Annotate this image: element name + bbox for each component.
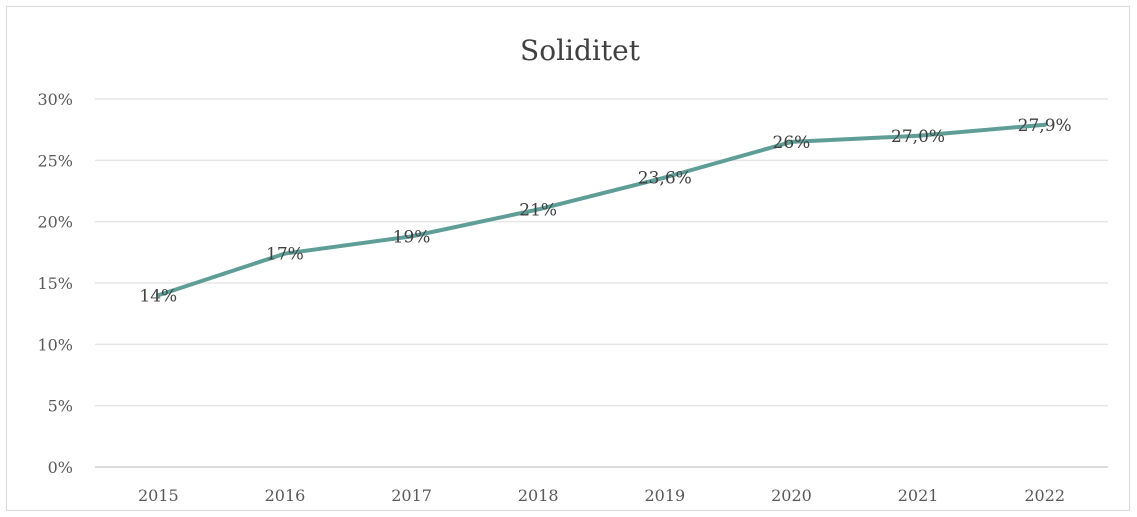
x-axis-ticks: 2015 2016 2017 2018 2019 2020 2021 2022 — [138, 486, 1065, 505]
x-tick-label: 2017 — [391, 486, 432, 505]
x-tick-label: 2020 — [771, 486, 812, 505]
y-tick-label: 20% — [37, 213, 73, 232]
chart-frame — [6, 6, 1130, 511]
data-labels: 14% 17% 19% 21% 23,6% 26% 27,0% 27,9% — [139, 116, 1071, 307]
data-point — [282, 251, 287, 256]
series-line — [156, 122, 1047, 298]
data-label: 17% — [266, 245, 304, 265]
x-tick-label: 2016 — [265, 486, 306, 505]
y-axis-ticks: 0% 5% 10% 15% 20% 25% 30% — [37, 90, 73, 477]
y-tick-label: 15% — [37, 274, 73, 293]
y-tick-label: 5% — [48, 397, 73, 416]
data-label: 23,6% — [638, 169, 692, 189]
y-tick-label: 30% — [37, 90, 73, 109]
x-tick-label: 2021 — [898, 486, 939, 505]
data-label: 21% — [519, 200, 557, 220]
data-point — [536, 207, 541, 212]
data-label: 27,0% — [891, 127, 945, 147]
x-tick-label: 2019 — [644, 486, 685, 505]
y-tick-label: 0% — [48, 458, 73, 477]
x-tick-label: 2015 — [138, 486, 179, 505]
data-point — [916, 133, 921, 138]
y-tick-label: 25% — [37, 151, 73, 170]
x-tick-label: 2022 — [1024, 486, 1065, 505]
chart-title: Soliditet — [520, 34, 641, 67]
data-point — [789, 139, 794, 144]
data-point — [1042, 122, 1047, 127]
data-label: 19% — [393, 227, 431, 247]
data-label: 26% — [773, 133, 811, 153]
data-label: 27,9% — [1018, 116, 1072, 136]
data-label: 14% — [139, 286, 177, 306]
series-layer — [156, 122, 1047, 298]
data-point — [662, 175, 667, 180]
gridlines — [95, 98, 1108, 468]
x-tick-label: 2018 — [518, 486, 559, 505]
data-point — [156, 293, 161, 298]
data-point — [409, 234, 414, 239]
y-tick-label: 10% — [37, 335, 73, 354]
